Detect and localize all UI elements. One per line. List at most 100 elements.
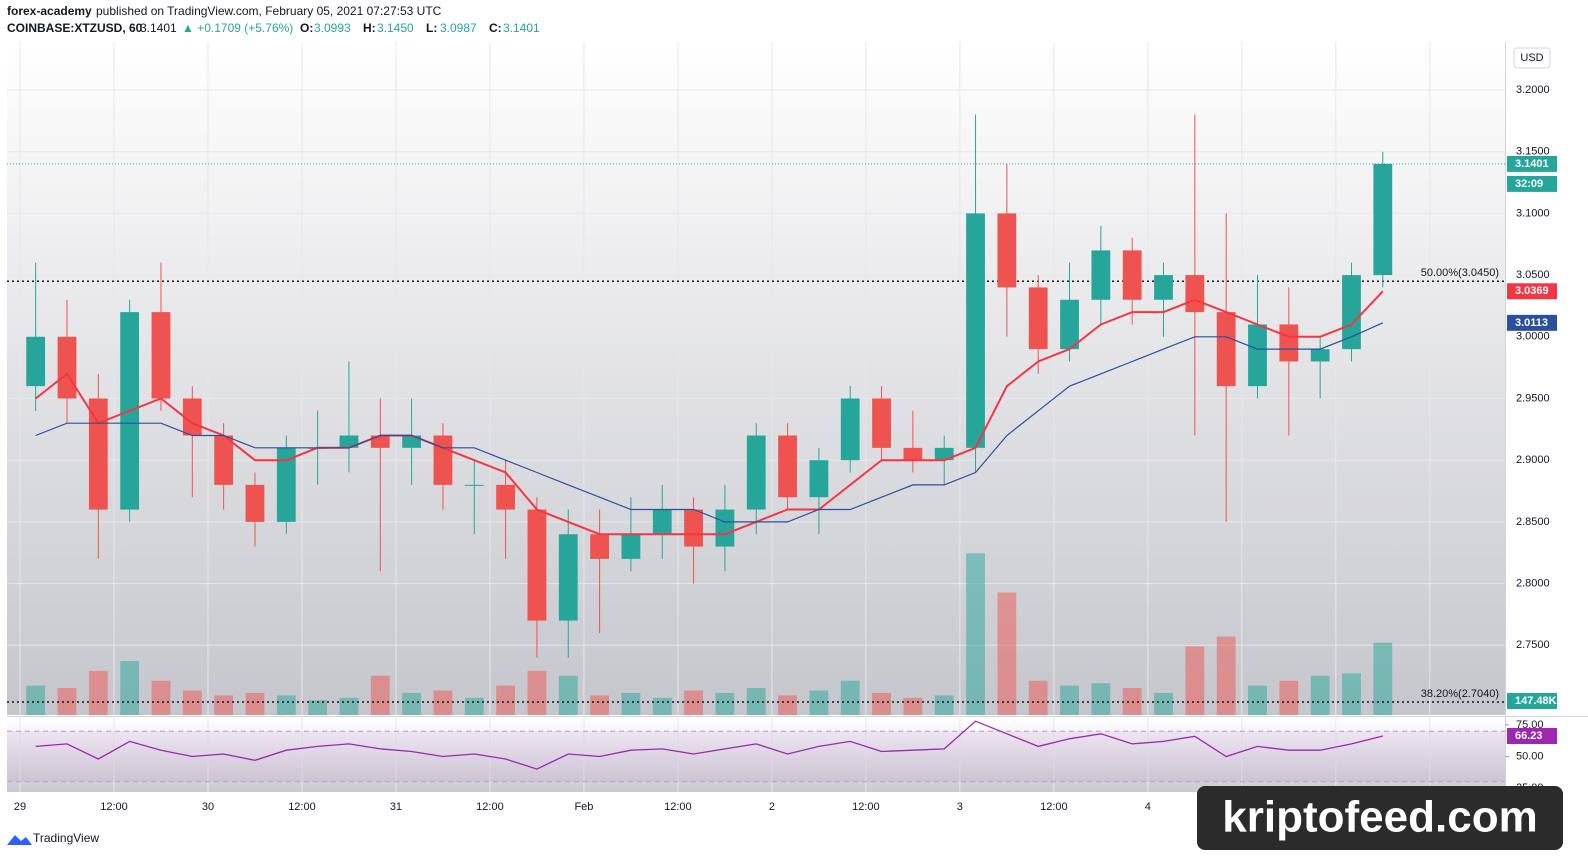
watermark: kriptofeed.com <box>1222 793 1537 842</box>
candle-body <box>1060 299 1079 350</box>
plot <box>7 42 1505 792</box>
y-tick-label: 2.9000 <box>1516 454 1550 466</box>
candle-body <box>1028 287 1048 350</box>
logo: TradingView <box>33 831 99 845</box>
candle-body <box>684 509 703 547</box>
ohlc-key: H: <box>363 21 376 35</box>
candle-body <box>496 484 516 510</box>
y-tick-label: 2.8000 <box>1516 577 1550 589</box>
y-tick-label: 3.2000 <box>1516 84 1550 96</box>
ohlc-key: L: <box>426 21 437 35</box>
candle-body <box>590 534 609 559</box>
x-tick-label: 12:00 <box>664 801 692 813</box>
y-tick-label: 2.8500 <box>1516 516 1550 528</box>
candle-body <box>1310 349 1330 362</box>
ma-label: 3.0113 <box>1515 317 1548 329</box>
volume-bar <box>339 697 359 715</box>
rsi-pane <box>7 718 1505 792</box>
volume-bar <box>1060 685 1079 715</box>
rsi-label: 66.23 <box>1515 730 1543 742</box>
candle-body <box>903 447 923 461</box>
ohlc-value: 3.0987 <box>440 21 477 35</box>
volume-bar <box>276 695 296 715</box>
volume-bar <box>934 695 954 715</box>
volume-bar <box>715 692 735 715</box>
candle-body <box>1342 275 1361 350</box>
volume-bar <box>1342 673 1361 715</box>
candle-body <box>966 213 985 448</box>
volume-bar <box>1310 675 1330 715</box>
change: ▲ +0.1709 (+5.76%) <box>182 21 293 35</box>
candle-body <box>88 398 108 510</box>
volume-bar <box>746 688 766 715</box>
candle-body <box>778 435 797 498</box>
volume-bar <box>151 680 171 715</box>
moving-average <box>35 290 1384 536</box>
candle-body <box>370 435 390 448</box>
watermark-box <box>1197 786 1563 850</box>
volume-bar <box>245 692 265 715</box>
volume-bar <box>778 695 797 715</box>
currency-box <box>1513 47 1551 69</box>
candle-body <box>339 435 359 448</box>
candle-body <box>57 336 77 399</box>
candle-body <box>182 398 202 436</box>
x-tick-label: 29 <box>14 801 26 813</box>
ma-label: 3.0369 <box>1515 285 1549 297</box>
volume-bar <box>652 697 672 715</box>
ohlc-value: 3.1401 <box>503 21 540 35</box>
candle-body <box>1154 275 1173 300</box>
volume-bar <box>997 592 1017 715</box>
ohlc-key: C: <box>489 21 502 35</box>
candle-body <box>214 435 234 485</box>
volume-bar <box>1028 680 1048 715</box>
candle-body <box>997 213 1017 288</box>
x-tick-label: 12:00 <box>288 801 316 813</box>
candle-body <box>151 312 171 399</box>
ohlc-key: O: <box>300 21 313 35</box>
candle-body <box>1185 275 1205 313</box>
volume-bar <box>1091 683 1111 715</box>
fib-label: 50.00%(3.0450) <box>1421 267 1499 279</box>
volume-bar <box>88 670 108 715</box>
volume-bar <box>120 661 140 715</box>
volume-bar <box>1279 680 1299 715</box>
candle-body <box>840 398 860 461</box>
x-tick-label: 12:00 <box>852 801 880 813</box>
candle-body <box>1216 312 1236 387</box>
candle-body <box>715 509 735 547</box>
volume-bar <box>308 700 328 715</box>
volume-bar <box>527 670 547 715</box>
volume-bar <box>1154 692 1173 715</box>
ma-label-box <box>1507 283 1557 300</box>
volume-bar <box>872 692 891 715</box>
candle-body <box>746 435 766 510</box>
x-tick-label: 31 <box>390 801 402 813</box>
candle-body <box>1122 250 1142 300</box>
x-tick-label: 12:00 <box>100 801 128 813</box>
author: forex-academy <box>7 4 92 18</box>
x-tick-label: 2 <box>769 801 775 813</box>
rsi-tick-label: 50.00 <box>1516 750 1544 762</box>
candle-body <box>402 435 422 448</box>
rsi-band <box>7 731 1505 782</box>
y-tick-label: 3.0000 <box>1516 331 1550 343</box>
candle-body <box>872 398 891 448</box>
volume-bar <box>57 688 77 715</box>
volume-bar <box>1373 642 1393 715</box>
symbol: COINBASE:XTZUSD, 60 <box>7 21 143 35</box>
x-tick-label: 12:00 <box>1040 801 1068 813</box>
countdown: 32:09 <box>1515 178 1543 190</box>
price-pane <box>7 42 1505 715</box>
volume-bar <box>558 675 578 715</box>
volume-bar <box>464 697 484 715</box>
y-tick-label: 3.1500 <box>1516 146 1550 158</box>
x-tick-label: 3 <box>957 801 963 813</box>
x-tick-label: 4 <box>1145 801 1151 813</box>
volume-bar <box>402 692 422 715</box>
y-tick-label: 2.7500 <box>1516 639 1550 651</box>
x-tick-label: 30 <box>202 801 214 813</box>
last-price-label-box <box>1507 155 1557 172</box>
fib-label: 38.20%(2.7040) <box>1421 688 1499 700</box>
